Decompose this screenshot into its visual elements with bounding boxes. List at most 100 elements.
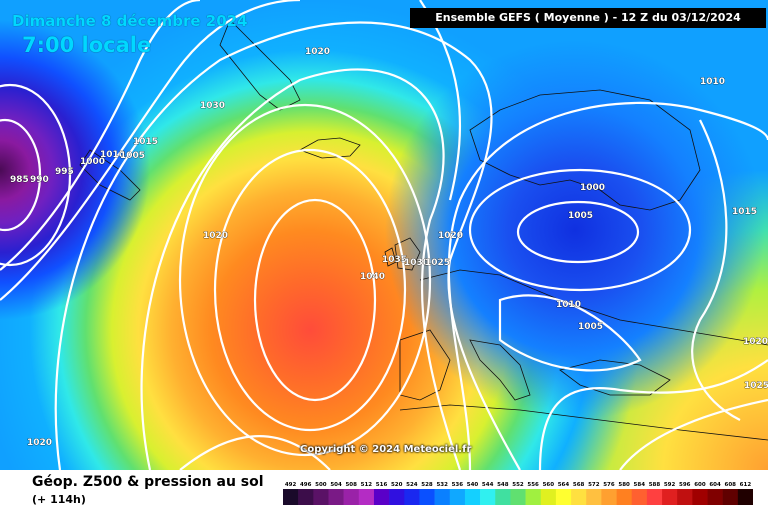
- scale-tick-label: 520: [391, 482, 403, 488]
- isobar-1000: [516, 200, 640, 264]
- isobar-label: 1015: [732, 207, 757, 217]
- scale-swatch: [358, 489, 375, 505]
- scale-swatch: [646, 489, 663, 505]
- scale-tick-label: 568: [573, 482, 585, 488]
- copyright-text: Copyright © 2024 Meteociel.fr: [300, 444, 472, 455]
- europe-coast-north: [419, 269, 768, 346]
- isobar-995: [0, 83, 72, 267]
- isobar-label: 1040: [360, 272, 385, 282]
- scale-tick-label: 592: [664, 482, 676, 488]
- product-title: Géop. Z500 & pression au sol: [32, 474, 264, 490]
- scale-tick-label: 564: [558, 482, 570, 488]
- isobar-label: 1030: [200, 101, 225, 111]
- scale-swatch: [313, 489, 329, 505]
- isobar-1005-south: [498, 294, 642, 372]
- scale-swatch: [662, 489, 678, 505]
- scale-swatch: [616, 489, 633, 505]
- scale-tick-label: 576: [603, 482, 615, 488]
- color-scale: 492 496 500 504 508 512 516 520 524 528 532 536 540 5…: [283, 482, 753, 505]
- isobar-label: 1005: [568, 211, 593, 221]
- isobar-1010-east: [447, 101, 768, 470]
- isobar-1015: [0, 0, 301, 301]
- scale-tick-label: 572: [588, 482, 600, 488]
- isobar-label: 1020: [743, 337, 768, 347]
- scale-tick-label: 508: [345, 482, 357, 488]
- scale-swatch: [722, 489, 739, 505]
- scale-tick-label: 492: [285, 482, 297, 488]
- isobar-label: 1020: [438, 231, 463, 241]
- isobar-label: 1030: [404, 258, 429, 268]
- scale-swatch: [449, 489, 466, 505]
- black-sea-coast: [559, 359, 671, 396]
- isobar-label: 1000: [580, 183, 605, 193]
- scale-swatch: [434, 489, 451, 505]
- scale-swatch: [677, 489, 693, 505]
- greenland-coast: [219, 19, 301, 111]
- scale-swatch: [631, 489, 648, 505]
- isobar-1025: [140, 68, 462, 470]
- scale-swatch: [328, 489, 344, 505]
- isobar-1020-south: [179, 435, 331, 470]
- scale-tick-label: 596: [679, 482, 691, 488]
- scale-tick-label: 580: [618, 482, 630, 488]
- scale-tick-label: 516: [376, 482, 388, 488]
- scale-swatch: [495, 489, 511, 505]
- scale-swatch: [692, 489, 708, 505]
- low-layer: [0, 0, 768, 470]
- british-isles-coast: [394, 237, 421, 271]
- scale-swatch: [343, 489, 360, 505]
- scale-tick-label: 544: [482, 482, 494, 488]
- scale-tick-label: 608: [725, 482, 737, 488]
- scandinavia-coast: [469, 89, 701, 211]
- scale-swatch: [510, 489, 526, 505]
- scale-swatch: [464, 489, 481, 505]
- isobar-label: 1000: [80, 157, 105, 167]
- valid-date: Dimanche 8 décembre 2024: [12, 12, 248, 30]
- scale-tick-label: 612: [740, 482, 752, 488]
- scale-swatch: [555, 489, 572, 505]
- isobar-label: 995: [55, 167, 74, 177]
- isobar-1020-east: [538, 359, 768, 470]
- isobar-label-layer: 1020103010151010100510009959909851020104…: [10, 47, 768, 449]
- scale-swatch: [283, 489, 299, 505]
- geopotential-map: 1020103010151010100510009959909851020104…: [0, 0, 768, 470]
- isobar-label: 1010: [100, 150, 125, 160]
- scale-swatch: [571, 489, 587, 505]
- scale-tick-label: 600: [694, 482, 706, 488]
- isobar-1015-east: [691, 119, 741, 421]
- isobar-label: 990: [30, 175, 49, 185]
- scale-swatch: [737, 489, 753, 505]
- scale-tick-label: 536: [452, 482, 464, 488]
- isobar-label: 985: [10, 175, 29, 185]
- scale-swatch: [480, 489, 496, 505]
- italy-coast: [469, 339, 531, 401]
- isobar-1030: [178, 103, 432, 457]
- isobar-label: 1020: [305, 47, 330, 57]
- isobar-1035: [213, 148, 407, 432]
- scale-swatch: [525, 489, 542, 505]
- isobar-1005: [468, 168, 692, 292]
- isobar-label: 1025: [744, 381, 768, 391]
- scale-tick-label: 512: [361, 482, 373, 488]
- scale-swatch: [707, 489, 723, 505]
- isobar-1040: [253, 198, 377, 402]
- scale-tick-label: 560: [543, 482, 555, 488]
- scale-swatch: [419, 489, 435, 505]
- model-run-label: Ensemble GEFS ( Moyenne ) - 12 Z du 03/1…: [410, 8, 766, 28]
- scale-swatch: [389, 489, 405, 505]
- forecast-range: (+ 114h): [32, 493, 86, 506]
- isobar-1010: [0, 0, 201, 271]
- scale-swatch: [404, 489, 420, 505]
- isobar-label: 1035: [382, 255, 407, 265]
- isobar-label: 1020: [203, 231, 228, 241]
- scale-tick-label: 556: [527, 482, 539, 488]
- isobar-label: 1020: [27, 438, 52, 448]
- isobar-990: [0, 118, 42, 232]
- scale-tick-label: 532: [436, 482, 448, 488]
- scale-tick-label: 548: [497, 482, 509, 488]
- isobar-label: 1005: [578, 322, 603, 332]
- iceland-coast: [299, 137, 361, 159]
- isobar-label: 1005: [120, 151, 145, 161]
- ireland-coast: [384, 247, 397, 267]
